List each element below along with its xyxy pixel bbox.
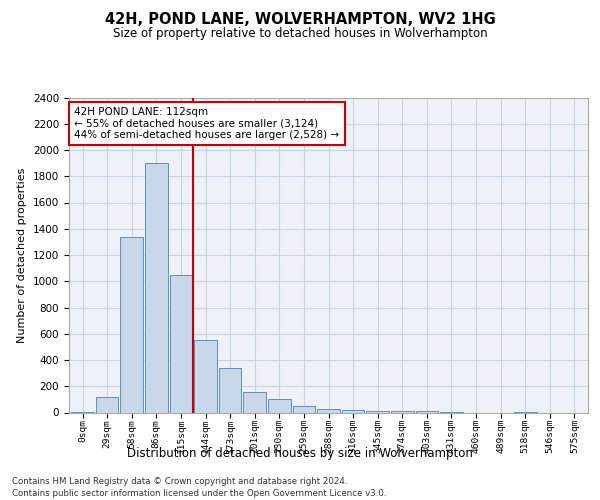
Bar: [170, 274, 192, 412]
Bar: [145, 163, 167, 412]
Bar: [317, 408, 340, 412]
Bar: [367, 410, 389, 412]
Bar: [96, 397, 118, 412]
Text: Contains HM Land Registry data © Crown copyright and database right 2024.: Contains HM Land Registry data © Crown c…: [12, 478, 347, 486]
Bar: [416, 411, 438, 412]
Text: Distribution of detached houses by size in Wolverhampton: Distribution of detached houses by size …: [127, 448, 473, 460]
Bar: [121, 236, 143, 412]
Bar: [268, 400, 290, 412]
Text: 42H POND LANE: 112sqm
← 55% of detached houses are smaller (3,124)
44% of semi-d: 42H POND LANE: 112sqm ← 55% of detached …: [74, 107, 340, 140]
Text: Size of property relative to detached houses in Wolverhampton: Size of property relative to detached ho…: [113, 28, 487, 40]
Bar: [219, 368, 241, 412]
Text: 42H, POND LANE, WOLVERHAMPTON, WV2 1HG: 42H, POND LANE, WOLVERHAMPTON, WV2 1HG: [104, 12, 496, 28]
Y-axis label: Number of detached properties: Number of detached properties: [17, 168, 28, 342]
Text: Contains public sector information licensed under the Open Government Licence v3: Contains public sector information licen…: [12, 489, 386, 498]
Bar: [391, 411, 413, 412]
Bar: [194, 340, 217, 412]
Bar: [244, 392, 266, 412]
Bar: [342, 410, 364, 412]
Bar: [293, 406, 315, 412]
